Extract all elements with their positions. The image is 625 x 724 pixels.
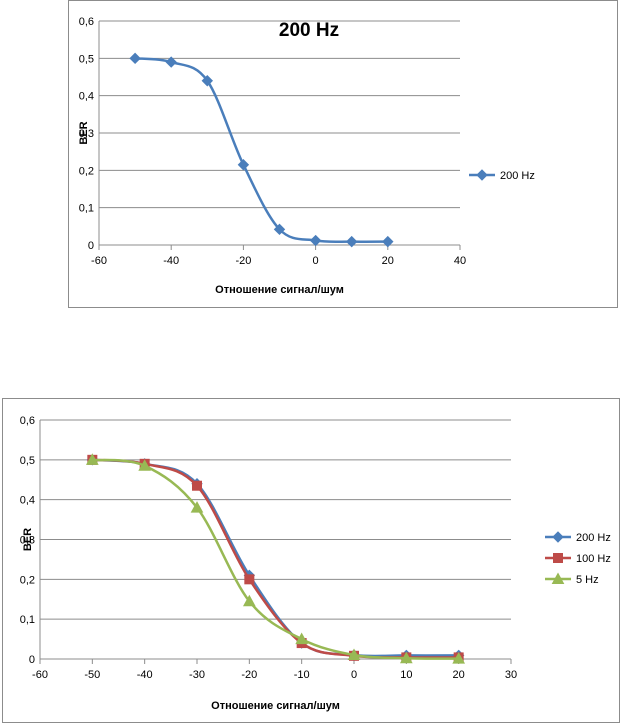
chart-top-ytick-label: 0,6 <box>79 16 94 28</box>
chart-bottom-series-line <box>92 458 459 658</box>
chart-bottom-legend-marker <box>551 572 565 584</box>
chart-bottom-xtick-label: 10 <box>400 669 412 681</box>
chart-top-data-point <box>382 235 394 248</box>
chart-top-data-point <box>309 234 322 247</box>
chart-bottom-xtick-label: 0 <box>351 669 357 681</box>
chart-top-legend-label: 200 Hz <box>500 170 535 182</box>
chart-top-x-axis-title: Отношение сигнал/шум <box>215 284 344 296</box>
chart-top-data-point <box>237 159 250 171</box>
chart-top-xtick-label: -40 <box>163 255 179 267</box>
chart-top-xtick-label: 0 <box>313 255 319 267</box>
chart-bottom-y-axis-title: BER <box>22 528 34 551</box>
chart-bottom-xtick-label: -60 <box>32 669 48 681</box>
chart-bottom-svg: 0 0,1 0,2 0,3 0,4 0,5 0,6 -60 -50 -40 -30 -20 -10 0 10… <box>20 415 611 712</box>
chart-bottom-ytick-label: 0,1 <box>20 614 35 626</box>
chart-top-data-point <box>201 75 214 87</box>
chart-top-data-point <box>129 52 141 65</box>
chart-bottom: 0 0,1 0,2 0,3 0,4 0,5 0,6 -60 -50 -40 -30 -20 -10 0 10… <box>2 398 620 723</box>
chart-top-title: 200 Hz <box>279 20 339 41</box>
chart-bottom-data-point <box>295 632 309 645</box>
chart-top-xtick-label: -20 <box>235 255 251 267</box>
chart-bottom-ytick-label: 0 <box>29 654 35 666</box>
chart-bottom-ytick-label: 0,3 <box>20 535 35 547</box>
chart-top-data-point <box>273 223 286 236</box>
chart-bottom-data-point <box>399 651 413 664</box>
chart-top-y-axis-title: BER <box>78 121 90 144</box>
chart-bottom-series-line <box>92 458 459 659</box>
chart-bottom-xtick-label: 30 <box>505 669 517 681</box>
chart-top: 0 0,1 0,2 0,3 0,4 0,5 0,6 -60 -40 -20 0 20 40 BER Отно… <box>68 0 618 308</box>
chart-bottom-xtick-label: -20 <box>241 669 257 681</box>
chart-bottom-xtick-label: -40 <box>137 669 153 681</box>
chart-top-legend-marker <box>476 169 488 181</box>
chart-bottom-legend-marker <box>553 553 563 563</box>
chart-bottom-legend-label: 5 Hz <box>576 574 599 586</box>
chart-top-ytick-label: 0,3 <box>79 128 94 140</box>
chart-bottom-data-point <box>85 453 99 465</box>
chart-bottom-xtick-label: -30 <box>189 669 205 681</box>
chart-bottom-xtick-label: 20 <box>453 669 465 681</box>
chart-bottom-x-axis-title: Отношение сигнал/шум <box>211 700 340 712</box>
chart-bottom-data-point <box>138 459 152 471</box>
chart-top-data-point <box>165 56 177 68</box>
chart-top-xtick-label: -60 <box>91 255 107 267</box>
chart-bottom-legend-label: 100 Hz <box>576 553 611 565</box>
chart-bottom-ytick-label: 0,5 <box>20 455 35 467</box>
chart-bottom-series-line <box>92 458 459 660</box>
chart-bottom-ytick-label: 0,2 <box>20 574 35 586</box>
chart-bottom-data-point <box>192 480 202 491</box>
chart-top-svg: 0 0,1 0,2 0,3 0,4 0,5 0,6 -60 -40 -20 0 20 40 BER Отно… <box>78 16 535 296</box>
chart-bottom-legend-marker <box>552 531 564 543</box>
chart-top-xtick-label: 20 <box>382 255 394 267</box>
chart-bottom-data-point <box>452 652 466 664</box>
chart-top-ytick-label: 0,4 <box>79 91 94 103</box>
chart-bottom-ytick-label: 0,4 <box>20 495 35 507</box>
chart-top-ytick-label: 0,2 <box>79 165 94 177</box>
chart-top-ytick-label: 0 <box>88 240 94 252</box>
chart-top-ytick-label: 0,5 <box>79 53 94 65</box>
chart-bottom-data-point <box>190 501 204 513</box>
chart-bottom-ytick-label: 0,6 <box>20 415 35 427</box>
chart-bottom-data-point <box>242 594 256 607</box>
chart-bottom-data-point <box>244 574 255 585</box>
chart-bottom-data-point <box>347 648 361 661</box>
chart-bottom-legend-label: 200 Hz <box>576 532 611 544</box>
chart-top-ytick-label: 0,1 <box>79 203 94 215</box>
chart-bottom-xtick-label: -50 <box>84 669 100 681</box>
chart-top-xtick-label: 40 <box>454 255 466 267</box>
chart-top-series-line <box>134 57 388 244</box>
chart-top-data-point <box>345 235 358 248</box>
chart-bottom-xtick-label: -10 <box>294 669 310 681</box>
